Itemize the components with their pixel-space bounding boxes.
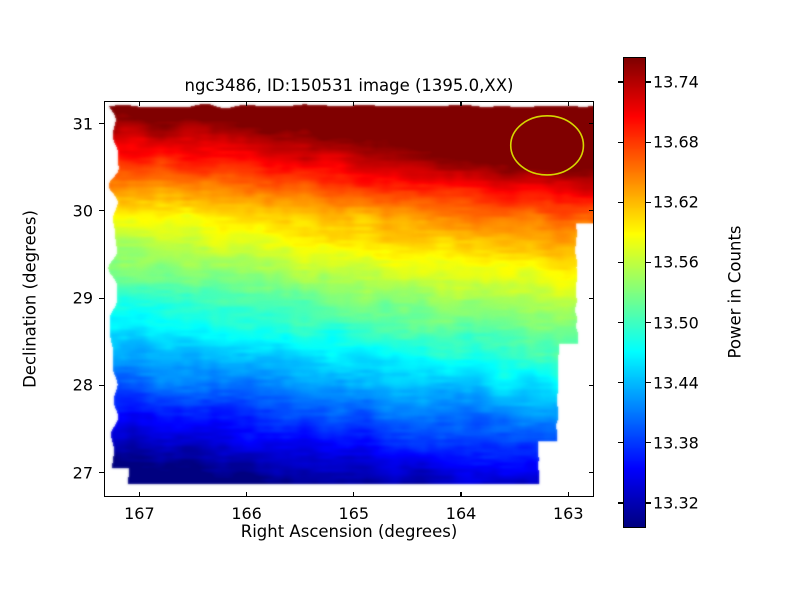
x-tick-mark [138, 492, 140, 497]
y-tick-mark-right [589, 123, 594, 125]
y-tick-mark [99, 210, 104, 212]
colorbar-tick-mark-inner [618, 201, 623, 203]
colorbar-tick-mark [646, 442, 651, 444]
heatmap-image [105, 102, 593, 496]
y-tick-mark [99, 123, 104, 125]
heatmap-axes[interactable] [104, 101, 594, 497]
colorbar-tick-mark [646, 261, 651, 264]
y-tick-label: 27 [72, 463, 93, 483]
y-tick-label: 30 [72, 201, 93, 221]
colorbar-tick-label: 13.68 [653, 132, 699, 152]
y-tick-mark-right [589, 384, 594, 386]
y-tick-label: 28 [72, 375, 93, 395]
y-tick-label: 31 [72, 114, 93, 134]
colorbar-tick-mark-inner [618, 81, 623, 83]
x-tick-mark-top [353, 101, 355, 106]
x-tick-label: 165 [338, 504, 370, 523]
colorbar-label: Power in Counts [725, 225, 745, 359]
page-title: ngc3486, ID:150531 image (1395.0,XX) [184, 76, 514, 95]
colorbar-tick-mark-inner [618, 382, 623, 384]
colorbar-tick-mark [646, 81, 651, 83]
colorbar-tick-mark-inner [618, 321, 623, 324]
colorbar-tick-label: 13.56 [653, 252, 699, 272]
annotation-overlay [509, 115, 585, 176]
x-tick-mark-top [138, 101, 140, 106]
colorbar-tick-label: 13.38 [653, 433, 699, 453]
x-tick-label: 166 [231, 504, 262, 523]
x-tick-mark [246, 492, 248, 497]
colorbar-tick-mark-inner [618, 261, 623, 264]
y-tick-mark-right [589, 471, 594, 474]
colorbar-tick-mark [646, 382, 651, 384]
x-tick-label: 163 [552, 504, 584, 523]
colorbar-tick-label: 13.50 [653, 313, 699, 333]
colorbar-gradient [624, 58, 645, 527]
colorbar-tick-mark-inner [618, 442, 623, 444]
colorbar-tick-label: 13.44 [653, 373, 699, 393]
y-tick-mark [99, 297, 104, 299]
x-tick-mark-top [246, 101, 248, 106]
y-tick-mark [99, 471, 104, 474]
colorbar-tick-mark-inner [618, 141, 623, 143]
galaxy-marker-circle[interactable] [509, 115, 585, 176]
y-axis-label: Declination (degrees) [20, 210, 40, 388]
colorbar-tick-label: 13.62 [653, 192, 699, 212]
y-tick-mark [99, 384, 104, 386]
colorbar-tick-mark [646, 141, 651, 143]
y-tick-label: 29 [72, 288, 93, 308]
x-tick-mark [460, 492, 462, 497]
colorbar-tick-mark [646, 321, 651, 324]
colorbar-tick-mark [646, 502, 651, 504]
y-tick-mark-right [589, 297, 594, 299]
colorbar-tick-label: 13.74 [653, 72, 699, 92]
x-tick-label: 167 [124, 504, 155, 523]
y-tick-mark-right [589, 210, 594, 212]
x-tick-mark-top [460, 101, 462, 106]
colorbar-tick-mark [646, 201, 651, 203]
colorbar[interactable] [623, 57, 646, 528]
x-tick-label: 164 [445, 504, 477, 523]
x-tick-mark [353, 492, 355, 497]
colorbar-tick-mark-inner [618, 502, 623, 504]
x-tick-mark-top [567, 101, 569, 106]
x-axis-label: Right Ascension (degrees) [240, 522, 458, 541]
colorbar-tick-label: 13.32 [653, 493, 699, 513]
x-tick-mark [567, 492, 569, 497]
